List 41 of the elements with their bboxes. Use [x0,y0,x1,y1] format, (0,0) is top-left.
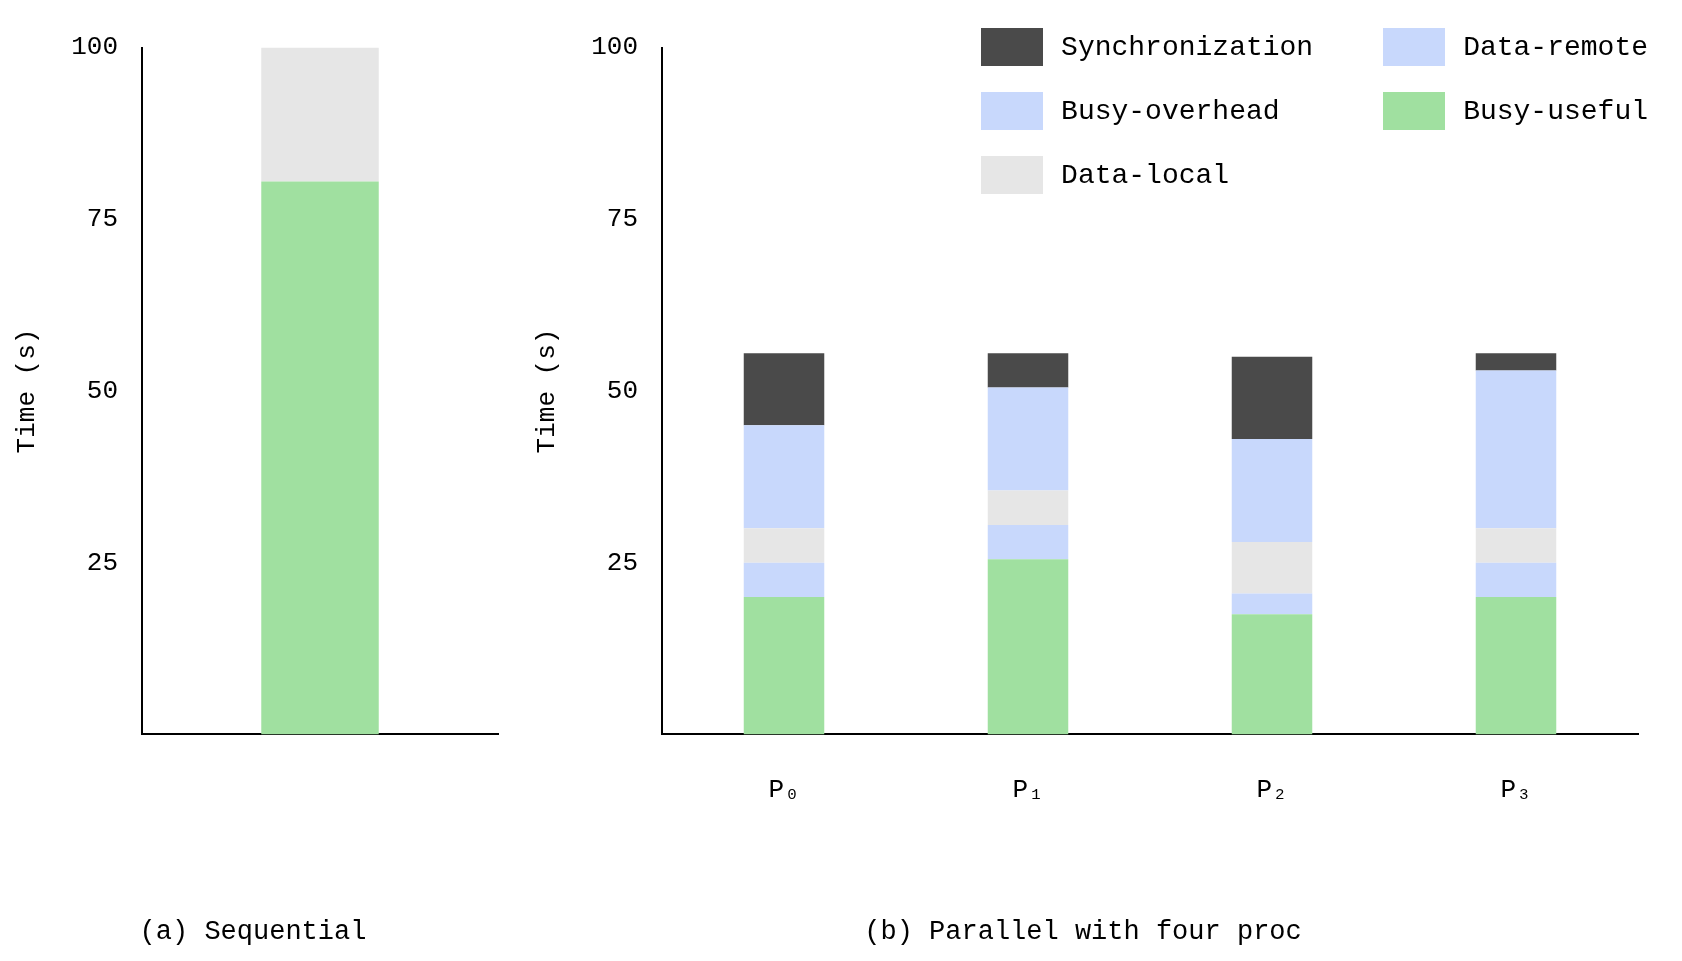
x-tick-label: P₃ [1500,774,1532,805]
bar [743,562,825,598]
legend-label: Data-local [1061,159,1230,191]
bar [1475,562,1557,598]
bar [987,559,1069,735]
legend-label: Synchronization [1061,31,1314,63]
text: (a) Sequential [139,916,367,947]
bar [987,490,1069,525]
bar [1231,439,1313,543]
y-tick-label: 25 [86,547,119,578]
bar [1231,542,1313,594]
x-tick-label: P₁ [1012,774,1044,805]
bar [1475,597,1557,735]
bar [743,353,825,426]
bar [1475,353,1557,371]
bar [987,353,1069,388]
y-tick-label: 25 [606,547,639,578]
legend-label: Busy-useful [1463,95,1648,127]
bar [743,425,825,529]
bar [1475,528,1557,563]
legend-label: Data-remote [1463,31,1648,63]
y-tick-label: 50 [86,375,119,406]
y-tick-label: 75 [606,204,639,235]
bar [987,387,1069,491]
bar [743,597,825,735]
bar [1231,614,1313,735]
bar [1231,356,1313,440]
y-axis-title: Time (s) [532,328,563,454]
bar [1231,593,1313,615]
x-tick-label: P₂ [1256,774,1288,805]
y-tick-label: 100 [591,32,639,63]
y-tick-label: 75 [86,204,119,235]
bar [743,528,825,563]
x-tick-label: P₀ [768,774,800,805]
bar [987,524,1069,560]
text: (b) Parallel with four proc [864,916,1302,947]
bar [1475,370,1557,529]
y-tick-label: 50 [606,375,639,406]
y-tick-label: 100 [71,32,119,63]
legend-label: Busy-overhead [1061,95,1280,127]
y-axis-title: Time (s) [12,328,43,454]
